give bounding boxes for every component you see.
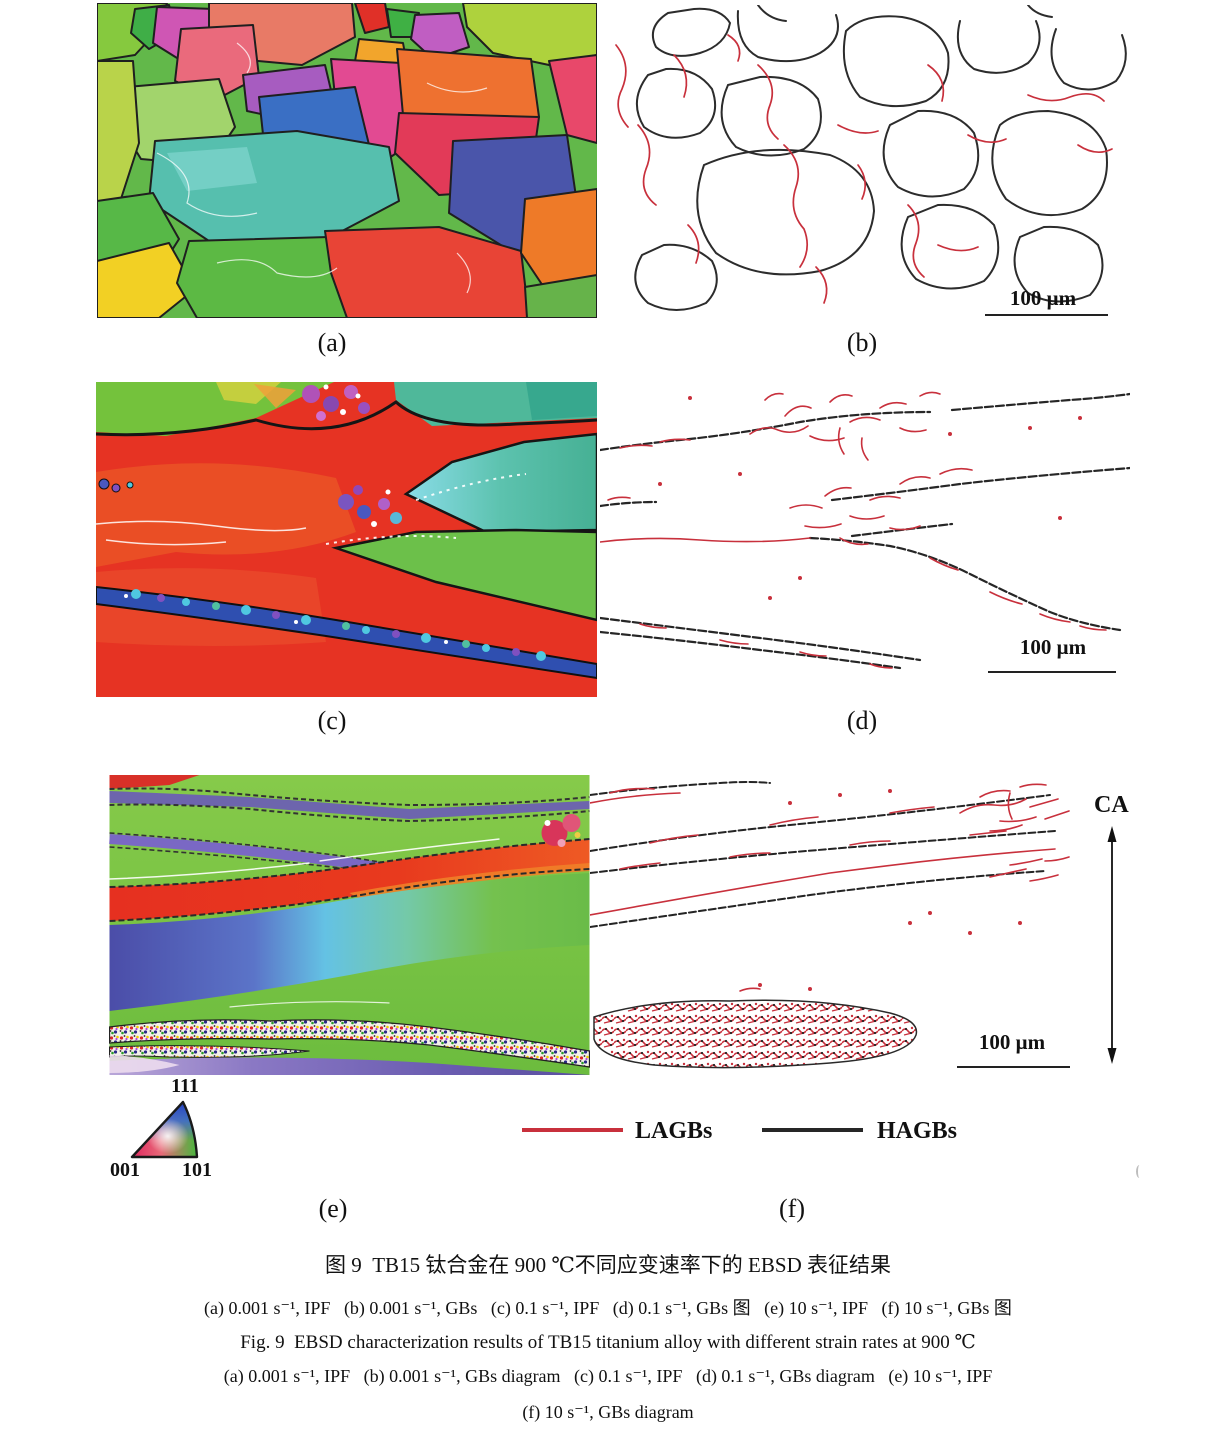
ca-arrow-down-icon xyxy=(1107,1048,1117,1064)
scale-bar-f: 100 μm xyxy=(957,1030,1070,1068)
hagbs-legend-label: HAGBs xyxy=(877,1118,957,1144)
lagb-streaks xyxy=(590,783,1070,992)
compression-axis-indicator: CA xyxy=(1094,792,1129,1064)
panel-e-ipf-map xyxy=(109,775,590,1075)
panel-b-gbs-map: 100 μm xyxy=(608,5,1135,320)
scale-bar-d: 100 μm xyxy=(988,635,1116,673)
lagb-dots xyxy=(658,396,1082,600)
scale-bar-d-text: 100 μm xyxy=(1020,635,1087,659)
panel-f-gbs-map: 100 μm xyxy=(590,773,1074,1077)
lagb-lines xyxy=(615,34,1113,304)
ipf-101-label: 101 xyxy=(182,1159,212,1180)
caption-en-items-line2: (f) 10 s⁻¹, GBs diagram xyxy=(522,1402,694,1422)
gb-legend: LAGBs HAGBs xyxy=(522,1118,957,1144)
panel-c-ipf-map xyxy=(96,382,597,697)
scale-bar-f-text: 100 μm xyxy=(979,1030,1046,1054)
scale-bar-b: 100 μm xyxy=(985,286,1108,316)
caption-zh-title: 图 9 TB15 钛合金在 900 ℃不同应变速率下的 EBSD 表征结果 xyxy=(324,1253,891,1277)
lagb-streaks xyxy=(600,391,1107,669)
panel-d-gbs-map: 100 μm xyxy=(600,388,1130,700)
panel-e-label: (e) xyxy=(318,1194,348,1223)
ca-arrow-up-icon xyxy=(1107,826,1117,842)
left-blue-band xyxy=(98,478,134,493)
crimson-patch-topright xyxy=(541,814,581,847)
panel-a-ipf-map xyxy=(97,3,597,318)
scan-artifact-mark xyxy=(1136,1165,1143,1178)
panel-f-label: (f) xyxy=(779,1194,805,1223)
subgrain-lines xyxy=(156,42,488,294)
panel-c-label: (c) xyxy=(317,706,347,735)
caption-en-title: Fig. 9 EBSD characterization results of … xyxy=(240,1332,976,1353)
ca-axis-label: CA xyxy=(1094,792,1129,818)
blue-speckle-cluster-mid xyxy=(338,485,402,527)
dense-gb-lens xyxy=(593,999,918,1069)
panel-b-label: (b) xyxy=(846,328,878,357)
caption-en-items-line1: (a) 0.001 s⁻¹, IPF (b) 0.001 s⁻¹, GBs di… xyxy=(223,1366,993,1386)
purple-speckle-cluster-top xyxy=(302,384,370,421)
lagbs-legend-label: LAGBs xyxy=(635,1118,712,1144)
hagb-streaks xyxy=(600,392,1130,670)
ipf-001-label: 001 xyxy=(110,1159,140,1180)
ipf-111-label: 111 xyxy=(171,1076,199,1097)
panel-a-label: (a) xyxy=(317,328,347,357)
panel-d-label: (d) xyxy=(846,706,878,735)
hagb-network xyxy=(634,5,1127,311)
caption-zh-items: (a) 0.001 s⁻¹, IPF (b) 0.001 s⁻¹, GBs (c… xyxy=(204,1298,1012,1318)
speckle-band-dots xyxy=(124,589,546,661)
scale-bar-b-text: 100 μm xyxy=(1010,286,1077,310)
lagb-dots xyxy=(758,789,1022,991)
ipf-color-triangle: 111 001 101 xyxy=(110,1076,212,1180)
